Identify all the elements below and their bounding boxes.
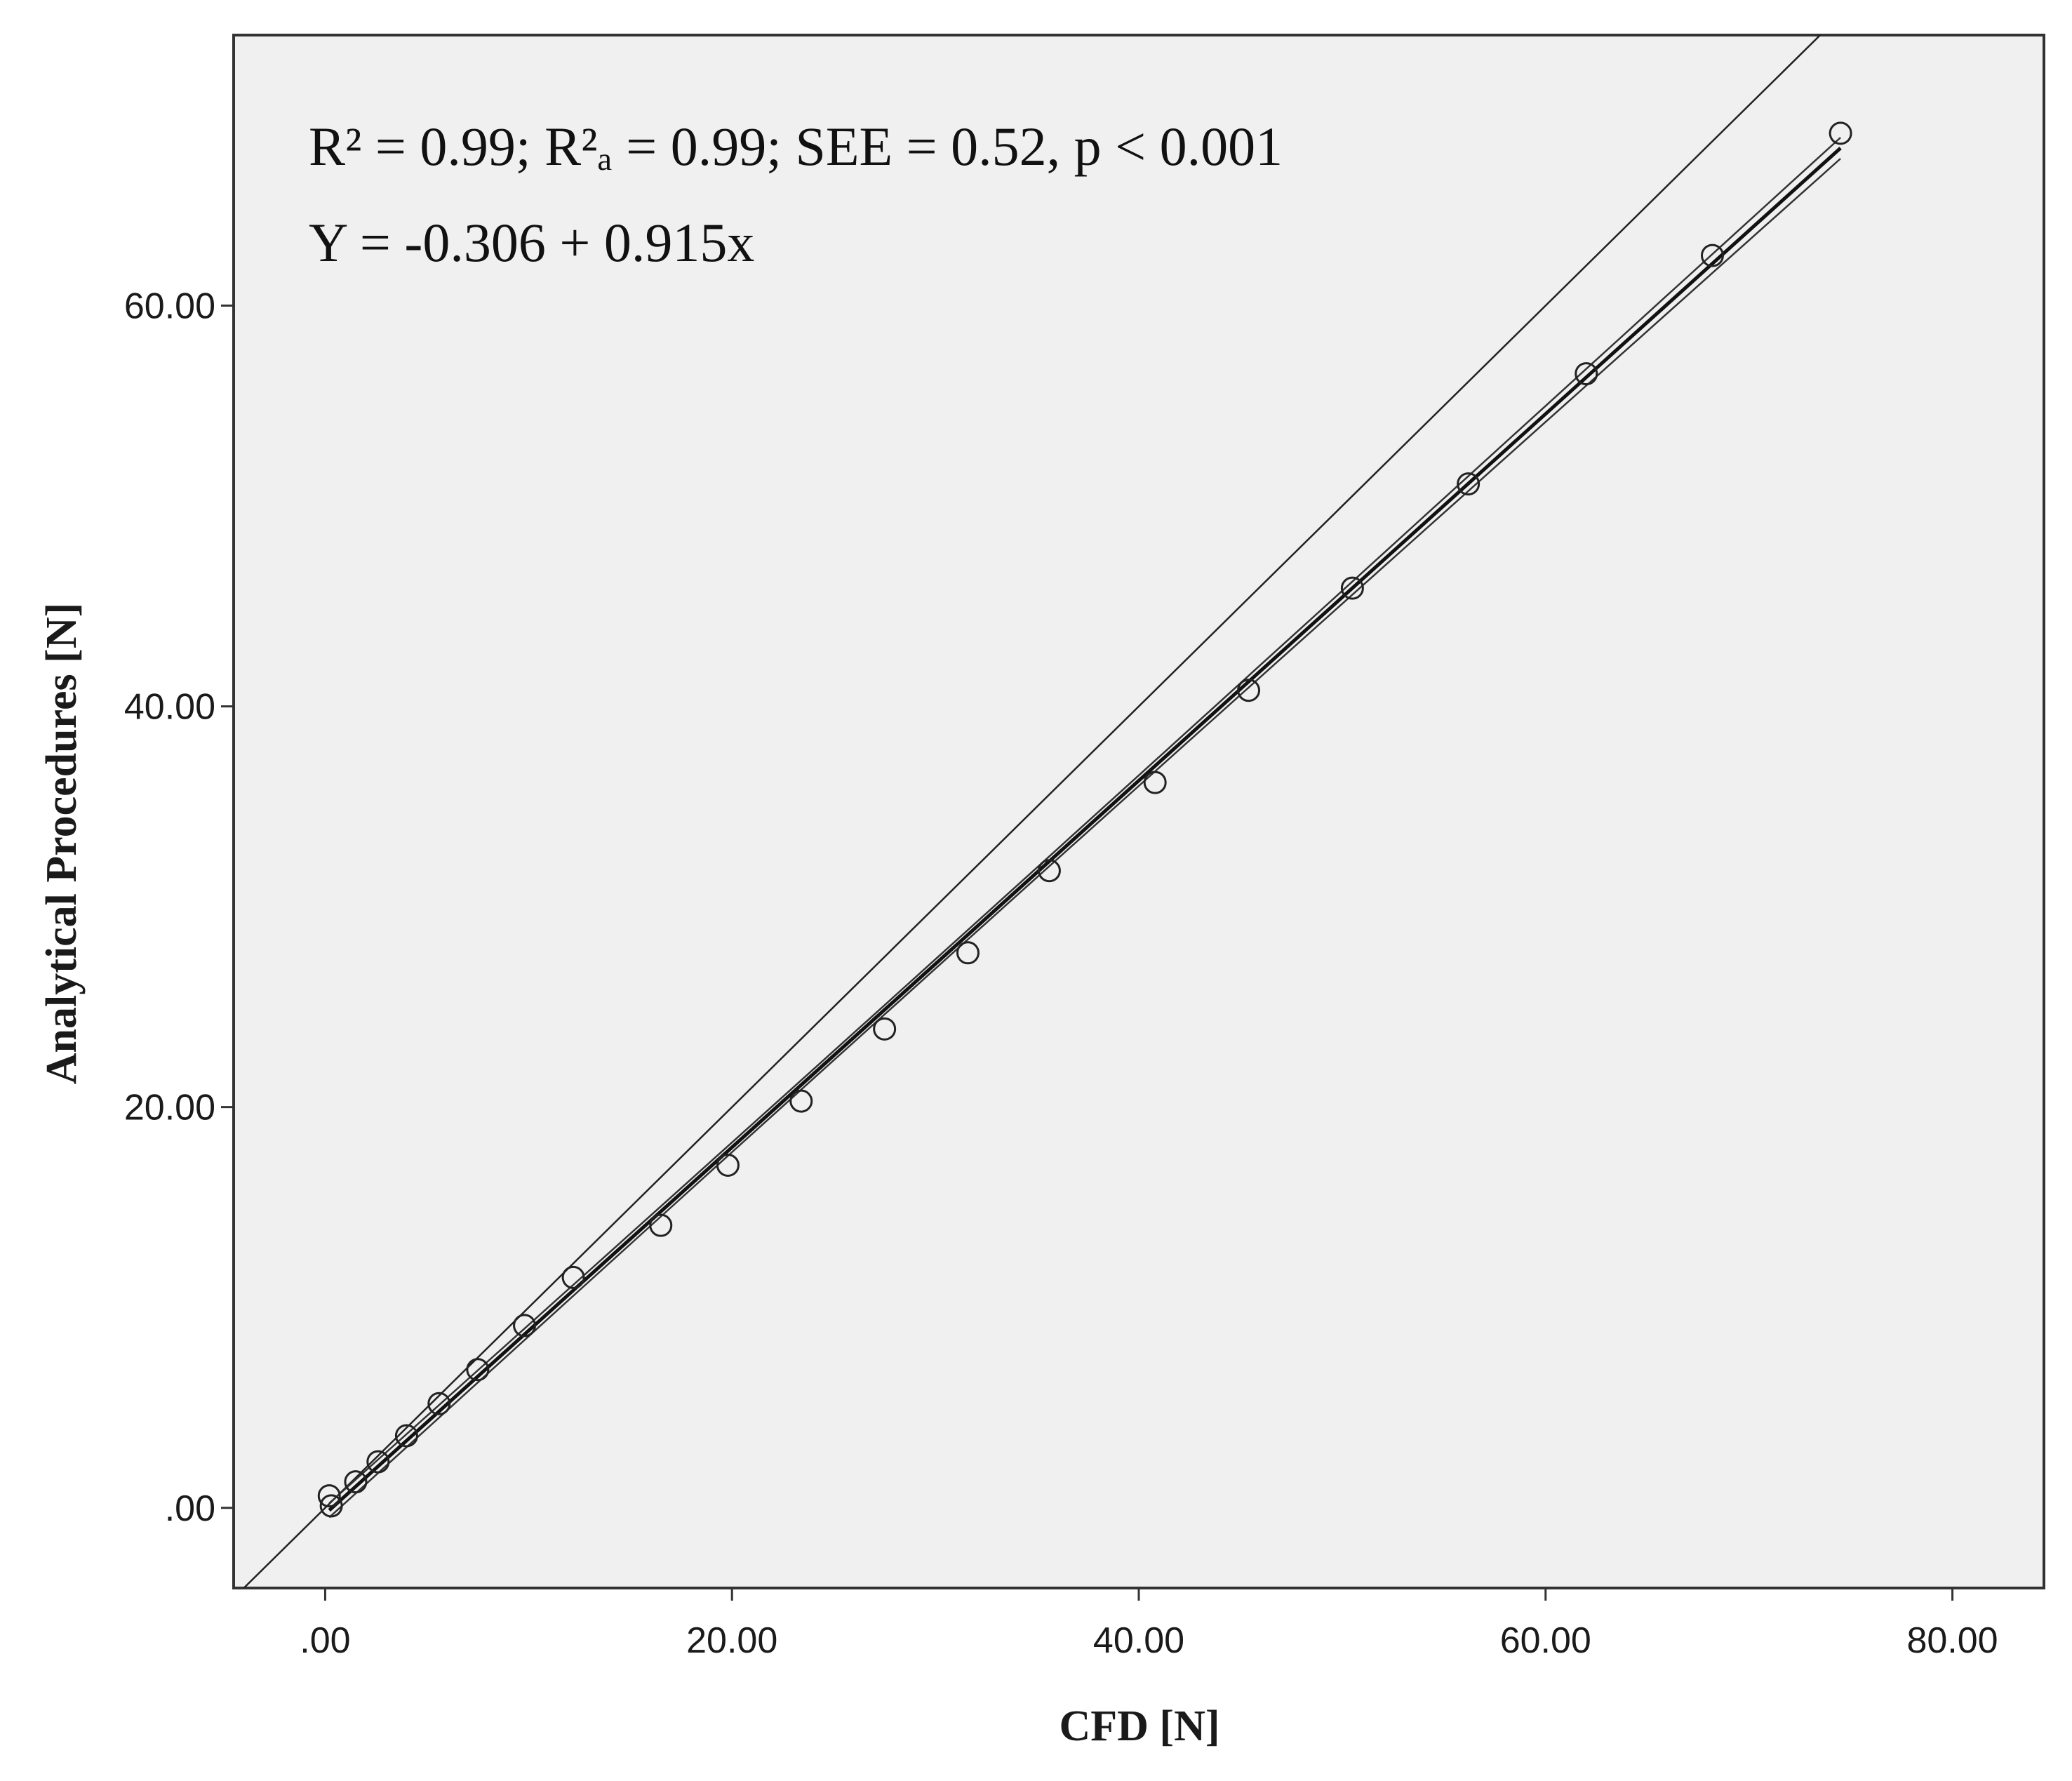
y-tick-label: 40.00: [124, 687, 215, 728]
data-point: [466, 1358, 490, 1382]
y-tick-label: 60.00: [124, 286, 215, 326]
data-point: [319, 1494, 343, 1518]
axes: .00 20.00 40.00 60.00 80.00 .00 20.00 40.00 60.0…: [124, 286, 1998, 1661]
y-tick-label: .00: [165, 1488, 215, 1529]
data-point: [1700, 244, 1724, 267]
data-point: [317, 1484, 341, 1508]
data-point: [513, 1314, 537, 1338]
data-points: [317, 121, 1852, 1518]
data-point: [427, 1392, 451, 1415]
data-point: [561, 1265, 585, 1289]
data-point: [956, 941, 980, 965]
x-tick-label: .00: [300, 1620, 350, 1661]
data-point: [1143, 771, 1167, 794]
data-point: [344, 1470, 368, 1494]
x-tick-label: 20.00: [686, 1620, 777, 1661]
x-tick-label: 60.00: [1500, 1620, 1591, 1661]
equation-annotation: Y = -0.306 + 0.915x: [309, 212, 754, 273]
data-point: [1575, 362, 1598, 386]
data-point: [1457, 472, 1481, 496]
data-point: [1340, 576, 1364, 600]
data-point: [1037, 859, 1061, 883]
data-point: [789, 1089, 813, 1113]
data-point: [873, 1017, 897, 1041]
data-point: [366, 1450, 390, 1474]
data-point: [1237, 679, 1261, 702]
data-point: [394, 1424, 418, 1448]
x-tick-label: 80.00: [1906, 1620, 1998, 1661]
y-tick-label: 20.00: [124, 1088, 215, 1128]
ci-upper-line: [328, 137, 1841, 1505]
identity-line: [242, 35, 1822, 1588]
x-tick-label: 40.00: [1093, 1620, 1184, 1661]
x-axis-title: CFD [N]: [1060, 1702, 1220, 1750]
data-point: [716, 1153, 740, 1177]
data-point: [649, 1213, 673, 1237]
data-point: [1829, 121, 1852, 145]
y-axis-title: Analytical Procedures [N]: [38, 603, 86, 1084]
stats-annotation: R² = 0.99; R²ₐ = 0.99; SEE = 0.52, p < 0…: [309, 116, 1283, 177]
